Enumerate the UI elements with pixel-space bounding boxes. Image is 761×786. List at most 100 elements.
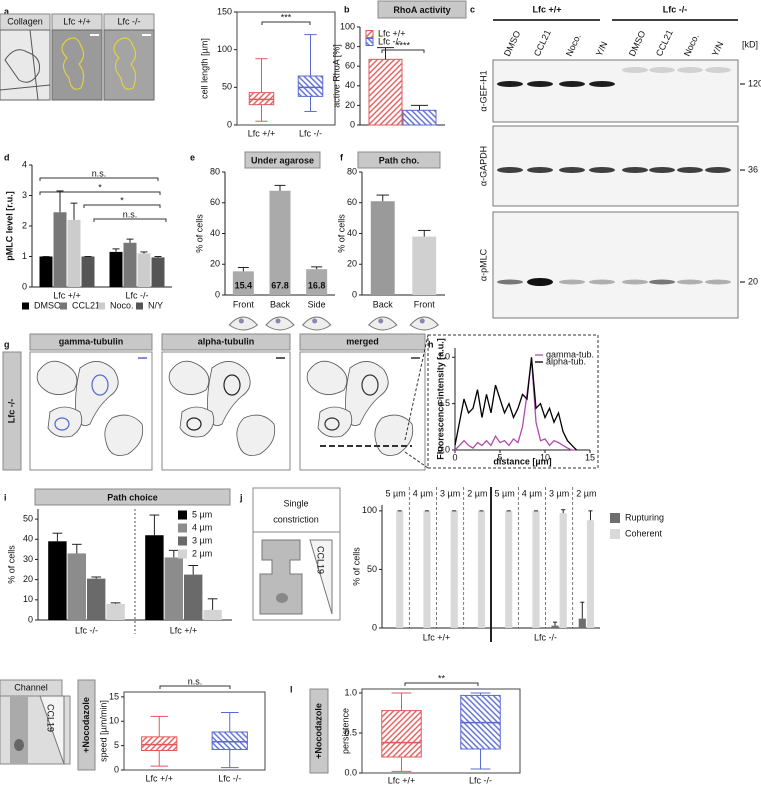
cell-outline (61, 37, 85, 90)
image-header (161, 333, 291, 351)
chart-title: Under agarose (251, 155, 314, 165)
y-tick-label: 0.5 (344, 727, 357, 737)
row-label: Lfc -/- (6, 399, 16, 424)
significance-bracket (159, 685, 231, 689)
x-tick-label: Lfc -/- (469, 775, 492, 785)
blot-group: Lfc +/+ (532, 4, 561, 14)
legend-swatch (22, 302, 29, 310)
blot-band (497, 167, 523, 173)
significance-bracket (261, 21, 311, 25)
bar (67, 553, 86, 620)
y-tick-label: 5 (114, 740, 119, 750)
legend-swatch (178, 549, 187, 559)
y-tick-label: 40 (347, 228, 357, 238)
bar (137, 253, 151, 287)
y-axis-label: persistence (340, 708, 350, 754)
image-header-label: Collagen (7, 16, 43, 26)
bar (402, 109, 437, 126)
x-tick-label: Front (414, 299, 436, 309)
bar (370, 201, 395, 295)
y-tick-label: 30 (23, 554, 33, 564)
y-tick-label: 50 (367, 564, 377, 574)
panel-letter: e (190, 152, 195, 162)
x-tick-label: Back (373, 299, 394, 309)
bar (423, 510, 431, 628)
significance-bracket (381, 49, 425, 53)
cell-outline (0, 29, 51, 101)
blot-band (589, 167, 615, 173)
row-label-box (2, 351, 22, 471)
y-tick-label: 50 (23, 513, 33, 523)
box (211, 731, 248, 751)
y-tick-label: 20 (210, 259, 220, 269)
y-tick-label: 0 (227, 119, 232, 129)
bar (109, 251, 123, 287)
y-tick-label: 60 (347, 197, 357, 207)
y-tick-label: 100 (362, 505, 377, 515)
stain (54, 417, 70, 431)
y-tick-label: 1.0 (437, 352, 450, 362)
bar (586, 520, 595, 628)
bar (53, 212, 67, 287)
x-tick-label: 3 µm (440, 488, 460, 498)
blot-band (649, 67, 675, 73)
legend-swatch (178, 523, 187, 533)
bar (39, 256, 53, 287)
bar (184, 574, 203, 620)
device-channel (259, 539, 303, 615)
y-axis-label: % of cells (351, 547, 361, 586)
bar (412, 236, 437, 295)
significance-label: **** (396, 40, 411, 50)
chart-title: RhoA activity (393, 5, 450, 15)
y-tick-label: 20 (23, 574, 33, 584)
title-box (34, 488, 231, 506)
micrograph (103, 29, 155, 101)
y-tick-label: 80 (210, 166, 220, 176)
blot-band (622, 167, 648, 173)
title-box (377, 0, 467, 19)
legend-swatch (365, 38, 374, 46)
x-tick-label: Lfc +/+ (53, 290, 81, 300)
bar (106, 603, 125, 620)
y-tick-label: 2 (22, 220, 27, 230)
legend-label: gamma-tub. (546, 349, 594, 359)
lane-label: DMSO (627, 29, 647, 58)
x-tick-label: 2 µm (576, 488, 596, 498)
blot-band (622, 279, 648, 285)
legend-label: CCL21 (72, 300, 100, 310)
image-header-label: merged (346, 336, 379, 346)
legend-swatch (178, 536, 187, 546)
panel-letter: g (4, 339, 10, 349)
x-tick-label: Lfc +/+ (388, 775, 416, 785)
y-tick-label: 0.0 (437, 444, 450, 454)
zoom-line (404, 334, 429, 441)
cell-icon (228, 316, 259, 331)
chemokine-label: CCL19 (316, 546, 326, 574)
lane-label: Y/N (710, 40, 725, 58)
y-tick-label: 1.0 (344, 687, 357, 697)
box (297, 75, 324, 97)
blot-band (589, 279, 615, 285)
cell (179, 406, 215, 438)
blot-band (559, 279, 585, 285)
stain (91, 374, 109, 396)
legend-swatch (178, 510, 187, 520)
legend-label: DMSO (34, 300, 61, 310)
blot-band (677, 67, 703, 73)
blot-band (559, 81, 585, 87)
bar (67, 219, 81, 287)
cell-icon-nucleus (275, 318, 281, 324)
blot-group: Lfc -/- (663, 4, 688, 14)
y-tick-label: 0 (22, 281, 27, 291)
cell (276, 593, 288, 603)
blot-band (622, 67, 648, 73)
y-tick-label: 150 (217, 6, 232, 16)
lane-label: Y/N (594, 40, 609, 58)
y-tick-label: 20 (345, 100, 355, 110)
legend-swatch (365, 30, 374, 38)
chemokine-label: CCL19 (46, 704, 56, 732)
legend-label: Lfc +/+ (378, 28, 406, 38)
x-tick-label: 5 µm (495, 488, 515, 498)
legend-swatch (610, 513, 620, 523)
